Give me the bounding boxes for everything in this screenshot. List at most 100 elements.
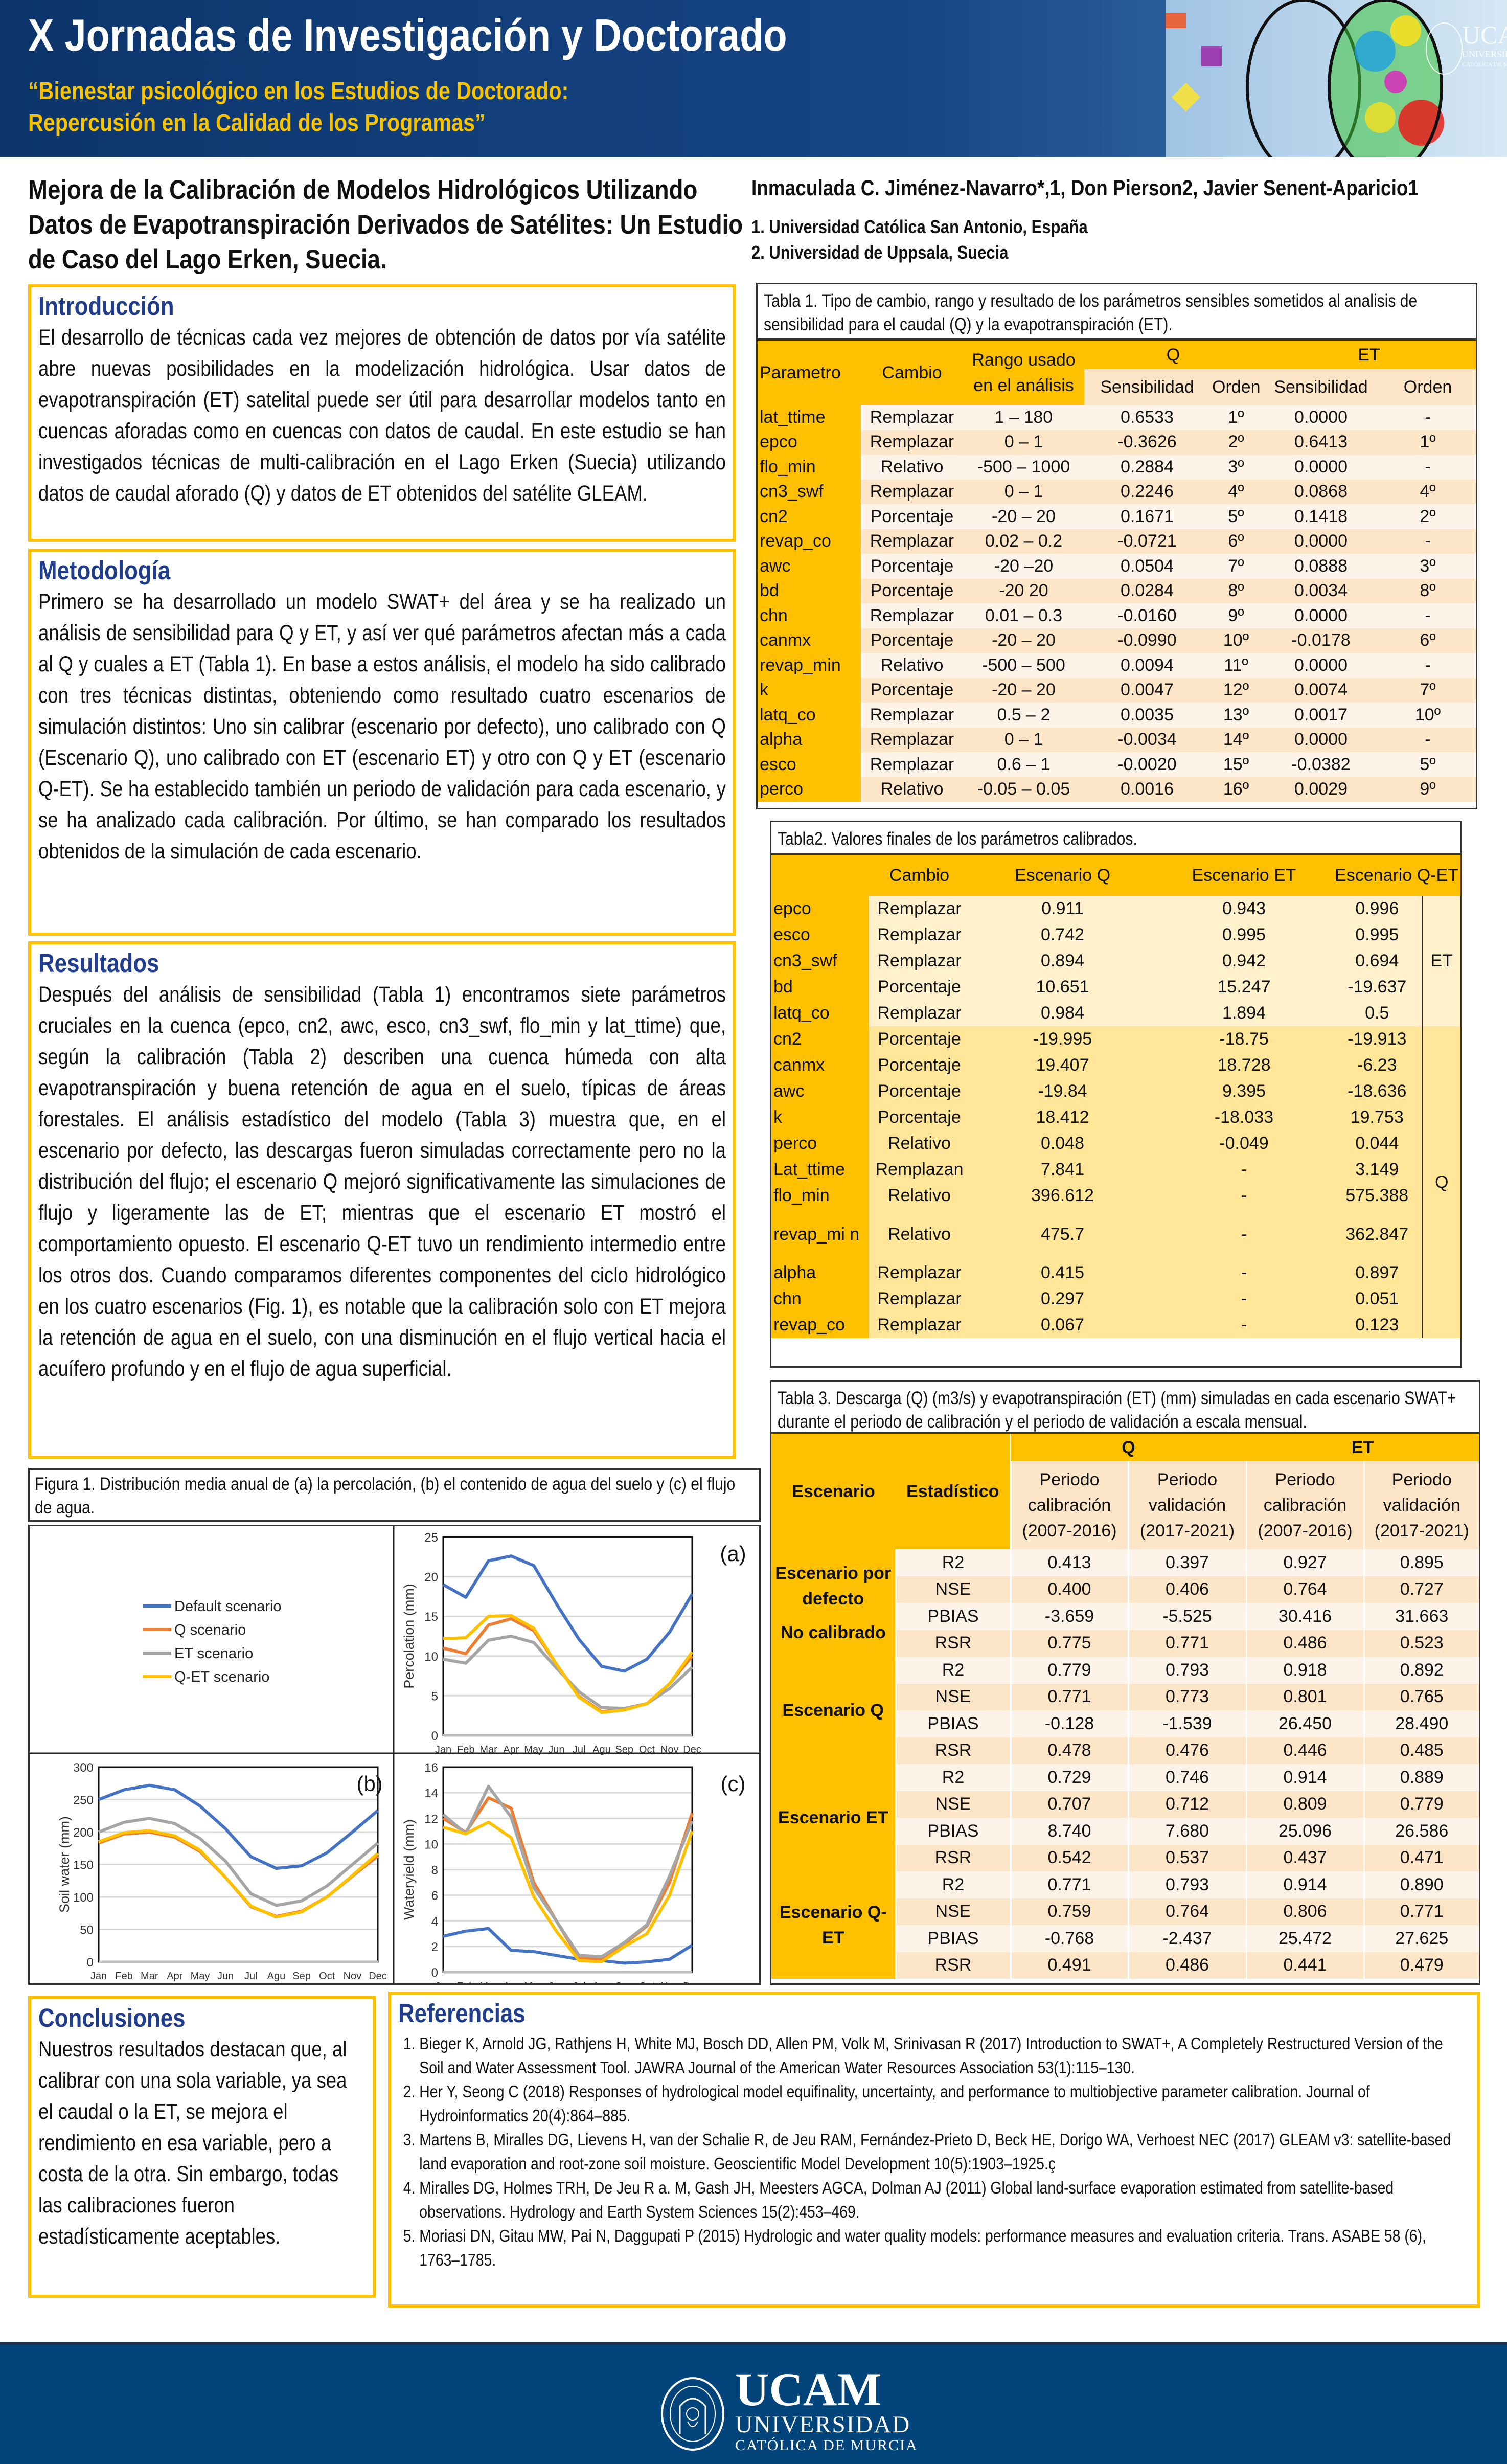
table-row: Escenario por defecto No calibrado R2 0.413… [771, 1549, 1479, 1657]
table-row: Periodo calibración (2007-2016) Periodo v… [771, 1461, 1479, 1549]
table-cell: Relativo [861, 653, 963, 678]
table-cell: 0.1418 [1262, 504, 1380, 529]
table-cell: 10º [1380, 703, 1476, 728]
header-et: ET [1262, 341, 1476, 369]
table-cell: 0.446 [1245, 1737, 1364, 1764]
table-cell: 3.149 [1333, 1157, 1422, 1183]
logo-ucam: UCAM [735, 2363, 882, 2415]
legend-label: ET scenario [174, 1645, 253, 1662]
table-cell: 0.406 [1127, 1576, 1247, 1603]
table-cell: -0.0721 [1084, 529, 1210, 554]
x-tick-label: Mar [480, 1744, 497, 1755]
x-tick-label: Jul [244, 1971, 258, 1982]
table-cell: 3º [1380, 554, 1476, 579]
table-row: NSE 0.759 0.764 0.806 0.771 [771, 1898, 1479, 1925]
table-cell: Relativo [869, 1209, 970, 1260]
header-sens: Sensibilidad [1084, 369, 1210, 405]
table-cell: 0.764 [1245, 1576, 1364, 1603]
statistic-name: PBIAS [895, 1925, 1011, 1952]
table-row: epco Remplazar 0 – 1 -0.3626 2º 0.6413 1º [758, 429, 1476, 455]
table-cell: 0.984 [970, 1000, 1155, 1026]
header-period: Periodo calibración (2007-2016) [1245, 1461, 1364, 1549]
figure-1: Default scenario Q scenario ET scenario Q-E… [28, 1525, 761, 1992]
table-cell: 0.2884 [1084, 455, 1210, 480]
group-label-q: Q [1421, 1026, 1461, 1338]
table-cell: 15º [1210, 752, 1263, 777]
y-tick-label: 10 [424, 1650, 438, 1664]
table-cell: 14º [1210, 727, 1263, 752]
table-cell: 1 – 180 [963, 405, 1084, 430]
x-tick-label: Feb [115, 1971, 132, 1982]
parameter-name: lat_ttime [758, 405, 861, 430]
x-tick-label: Apr [503, 1981, 519, 1983]
table-row: canmx Porcentaje 19.407 18.728 -6.23 [771, 1052, 1460, 1078]
table-1-grid: Parametro Cambio Rango usado en el análisi… [758, 341, 1476, 802]
table-cell: 0.712 [1127, 1791, 1247, 1818]
table-cell: 0.895 [1363, 1549, 1479, 1576]
table-cell: -0.0020 [1084, 752, 1210, 777]
table-row: revap_mi n Relativo 475.7-362.847 [771, 1209, 1460, 1260]
table-cell: - [1380, 405, 1476, 430]
panel-label: (a) [720, 1542, 746, 1566]
table-cell: -2.437 [1127, 1925, 1247, 1952]
table-row: NSE 0.771 0.773 0.801 0.765 [771, 1683, 1479, 1710]
brain-illustration: UCAM UNIVERSIDAD CATÓLICA DE MURCIA [1166, 0, 1507, 157]
table-row: flo_min Relativo 396.612-575.388 [771, 1183, 1460, 1209]
paper-title: Mejora de la Calibración de Modelos Hidr… [28, 173, 744, 277]
table-row: PBIAS 8.740 7.680 25.096 26.586 [771, 1818, 1479, 1845]
affiliation-2-text: 2. Universidad de Uppsala, Suecia [751, 242, 1009, 263]
table-cell: 0.892 [1363, 1657, 1479, 1684]
references-list: Bieger K, Arnold JG, Rathjens H, White M… [398, 2031, 1470, 2272]
table-cell: 0.889 [1363, 1764, 1479, 1791]
methods-text: Primero se ha desarrollado un modelo SWA… [38, 590, 726, 864]
y-tick-label: 150 [73, 1859, 94, 1872]
table-row: revap_min Relativo -500 – 500 0.0094 11º 0.00… [758, 653, 1476, 678]
reference-item: Her Y, Seong C (2018) Responses of hydro… [419, 2079, 1470, 2128]
legend-label: Default scenario [174, 1598, 282, 1615]
table-cell: 575.388 [1333, 1183, 1422, 1209]
scenario-label: Escenario por defecto No calibrado [771, 1549, 896, 1657]
table-cell: Remplazar [861, 479, 963, 504]
y-tick-label: 0 [431, 1729, 438, 1743]
table-cell: 0.0284 [1084, 578, 1210, 603]
subtitle-line-1: “Bienestar psicológico en los Estudios d… [28, 78, 569, 105]
table-cell: - [1155, 1183, 1333, 1209]
y-tick-label: 15 [424, 1610, 438, 1624]
parameter-name: k [771, 1104, 869, 1131]
table-cell: 0.771 [1127, 1630, 1247, 1657]
table-2-caption-text: Tabla2. Valores finales de los parámetro… [778, 829, 1137, 849]
statistic-name: NSE [895, 1683, 1011, 1710]
table-cell: -0.0178 [1262, 628, 1380, 653]
scenario-label: Escenario Q [771, 1657, 896, 1764]
table-row: Sensibilidad Orden Sensibilidad Orden [758, 369, 1476, 405]
table-row: RSR 0.542 0.537 0.437 0.471 [771, 1844, 1479, 1871]
table-cell: - [1380, 529, 1476, 554]
y-tick-label: 0 [431, 1966, 438, 1980]
table-cell: 9º [1210, 603, 1263, 628]
x-tick-label: Dec [369, 1971, 387, 1982]
scenario-name: Escenario por defecto [775, 1564, 892, 1609]
table-row: RSR 0.478 0.476 0.446 0.485 [771, 1737, 1479, 1764]
header-escenario: Escenario [771, 1434, 896, 1549]
table-cell: 0.773 [1127, 1683, 1247, 1710]
statistic-name: RSR [895, 1952, 1011, 1979]
legend-label: Q-ET scenario [174, 1669, 269, 1685]
table-cell: Remplazan [869, 1157, 970, 1183]
x-tick-label: Jul [573, 1744, 586, 1755]
table-row: Parametro Cambio Rango usado en el análisi… [758, 341, 1476, 405]
header-et: ET [1246, 1434, 1479, 1461]
table-row: awc Porcentaje -19.84 9.395 -18.636 [771, 1078, 1460, 1104]
table-cell: 26.450 [1245, 1710, 1364, 1737]
parameter-name: esco [771, 922, 869, 948]
table-cell: 8.740 [1010, 1818, 1128, 1845]
header-escenario-qet: Escenario Q-ET [1333, 855, 1461, 896]
table-row: k Porcentaje -20 – 20 0.0047 12º 0.0074 7º [758, 677, 1476, 703]
table-cell: -18.033 [1155, 1104, 1333, 1131]
table-cell: Remplazar [861, 727, 963, 752]
statistic-name: R2 [895, 1764, 1011, 1791]
table-cell: Remplazar [861, 429, 963, 455]
table-cell: 0.542 [1010, 1844, 1128, 1871]
parameter-name: cn2 [758, 504, 861, 529]
scenario-sublabel: No calibrado [780, 1623, 886, 1642]
series-line-default-scenario [443, 1927, 693, 1965]
